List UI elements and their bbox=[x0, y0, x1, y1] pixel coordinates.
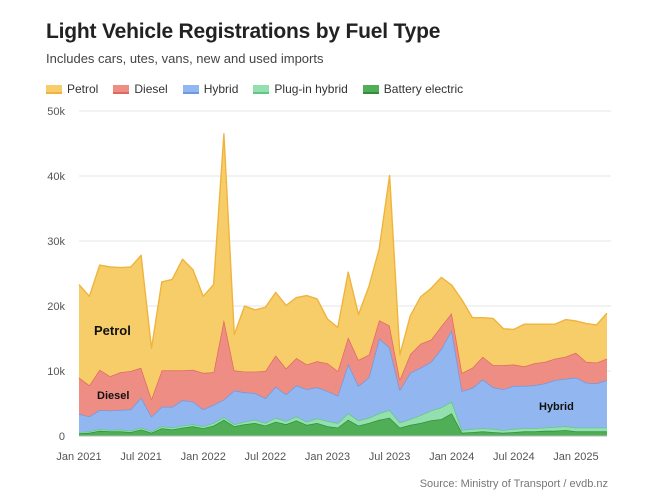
chart-subtitle: Includes cars, utes, vans, new and used … bbox=[46, 51, 324, 66]
y-tick-label: 10k bbox=[47, 366, 65, 378]
x-tick-label: Jan 2025 bbox=[553, 451, 598, 463]
legend: Petrol Diesel Hybrid Plug-in hybrid Batt… bbox=[46, 82, 463, 96]
area-petrol bbox=[79, 133, 607, 399]
line-petrol bbox=[78, 133, 608, 356]
annotation-hybrid: Hybrid bbox=[539, 401, 574, 413]
legend-label-diesel: Diesel bbox=[134, 82, 168, 96]
y-tick-label: 50k bbox=[47, 106, 65, 118]
source-note: Source: Ministry of Transport / evdb.nz bbox=[419, 478, 608, 490]
legend-item-battery-electric[interactable]: Battery electric bbox=[362, 82, 464, 96]
y-tick-label: 0 bbox=[59, 431, 65, 443]
legend-label-petrol: Petrol bbox=[67, 82, 99, 96]
x-tick-label: Jan 2021 bbox=[56, 451, 101, 463]
legend-swatch-plug-in-hybrid bbox=[253, 84, 270, 94]
chart-title: Light Vehicle Registrations by Fuel Type bbox=[46, 20, 441, 43]
annotation-petrol: Petrol bbox=[94, 323, 131, 338]
y-tick-label: 30k bbox=[47, 236, 65, 248]
area-diesel bbox=[79, 313, 607, 417]
legend-label-hybrid: Hybrid bbox=[203, 82, 239, 96]
annotation-diesel: Diesel bbox=[97, 390, 129, 402]
legend-swatch-petrol bbox=[46, 84, 62, 94]
x-tick-label: Jan 2024 bbox=[429, 451, 474, 463]
legend-item-plug-in-hybrid[interactable]: Plug-in hybrid bbox=[253, 82, 348, 96]
legend-item-hybrid[interactable]: Hybrid bbox=[182, 82, 239, 96]
legend-label-battery-electric: Battery electric bbox=[383, 82, 464, 96]
x-tick-label: Jul 2023 bbox=[369, 451, 411, 463]
x-tick-label: Jan 2023 bbox=[305, 451, 350, 463]
legend-swatch-hybrid bbox=[182, 84, 199, 94]
legend-item-petrol[interactable]: Petrol bbox=[46, 82, 98, 96]
y-tick-label: 20k bbox=[47, 301, 65, 313]
x-tick-label: Jan 2022 bbox=[181, 451, 226, 463]
legend-swatch-battery-electric bbox=[362, 84, 379, 94]
x-tick-label: Jul 2021 bbox=[120, 451, 162, 463]
x-tick-label: Jul 2022 bbox=[245, 451, 287, 463]
area-plug-in-hybrid bbox=[79, 401, 607, 434]
area-battery-electric bbox=[79, 413, 607, 436]
legend-label-plug-in-hybrid: Plug-in hybrid bbox=[274, 82, 348, 96]
legend-swatch-diesel bbox=[113, 84, 130, 94]
x-tick-label: Jul 2024 bbox=[493, 451, 535, 463]
legend-item-diesel[interactable]: Diesel bbox=[113, 82, 168, 96]
y-tick-label: 40k bbox=[47, 171, 65, 183]
